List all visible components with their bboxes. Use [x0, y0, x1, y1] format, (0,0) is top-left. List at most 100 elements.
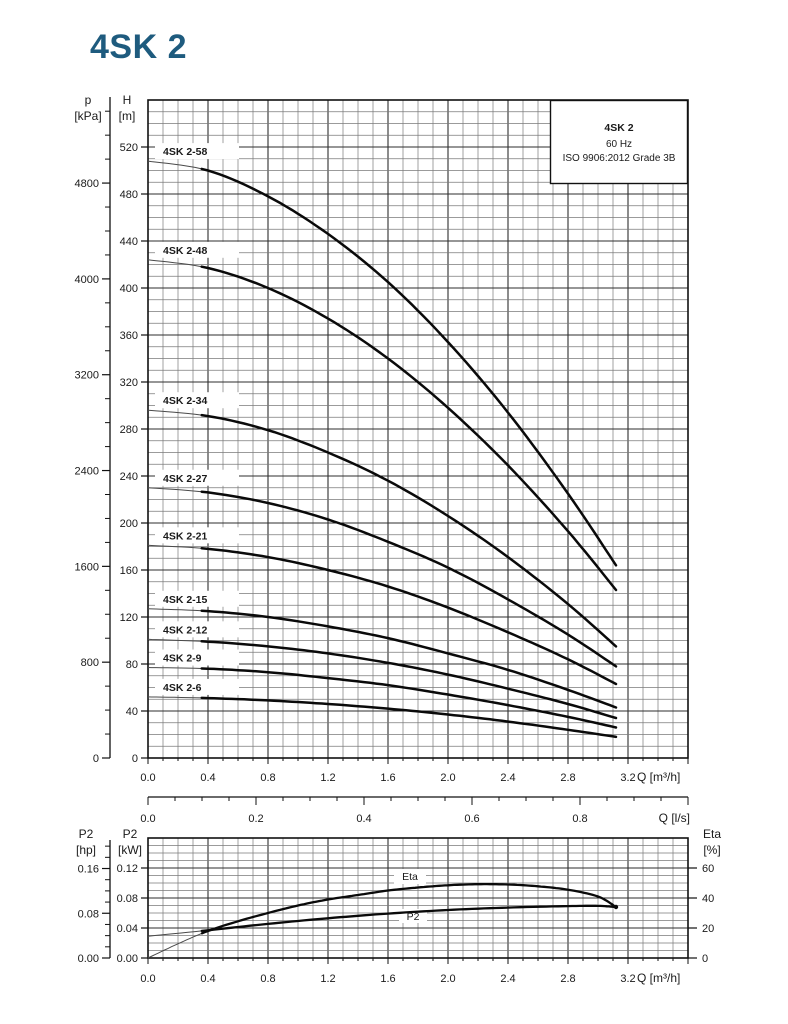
h-tick-label: 280	[120, 424, 138, 436]
ls-tick-label: 0.2	[248, 813, 263, 825]
legend-title: 4SK 2	[604, 122, 633, 134]
kpa-tick-label: 2400	[75, 466, 99, 478]
h-tick-label: 440	[120, 236, 138, 248]
ls-tick-label: 0.0	[140, 813, 155, 825]
p-axis-title: p	[85, 93, 92, 107]
x-tick-label: 1.2	[320, 772, 335, 784]
curve-label-box	[155, 392, 239, 409]
ls-tick-label: 0.4	[356, 813, 371, 825]
x-axis-title: Q [m³/h]	[637, 770, 680, 784]
h-tick-label: 200	[120, 518, 138, 530]
kw-axis-title: P2	[123, 827, 138, 841]
legend-standard: ISO 9906:2012 Grade 3B	[563, 153, 676, 164]
h-tick-label: 480	[120, 189, 138, 201]
curve-4SK-2-15	[200, 609, 618, 709]
hp-tick-label: 0.16	[78, 864, 99, 876]
ls-tick-label: 0.8	[572, 813, 587, 825]
eta-axis-title: Eta	[703, 827, 721, 841]
power-efficiency-chart: 0.0 0.4 0.8 1.2 1.6 2.0 2.4 2.8 3.2 Q [m³/h] 0.00 0…	[76, 827, 721, 985]
curve-4SK-2-34	[200, 413, 618, 648]
x-tick-label: 1.2	[320, 973, 335, 985]
x-tick-label: 2.4	[500, 973, 515, 985]
kw-tick-label: 0.00	[117, 953, 138, 965]
curve-thin-4SK-2-48	[147, 259, 202, 268]
legend-frequency: 60 Hz	[606, 139, 632, 150]
kpa-tick-label: 4800	[75, 178, 99, 190]
curve-label: 4SK 2-21	[163, 530, 208, 542]
curve-label-box	[155, 143, 239, 160]
curve-label-box	[155, 649, 239, 666]
x-tick-label: 2.0	[440, 973, 455, 985]
curve-label: 4SK 2-27	[163, 473, 208, 485]
kpa-tick-label: 1600	[75, 561, 99, 573]
curve-4SK-2-12	[200, 640, 618, 720]
curve-label: 4SK 2-9	[163, 653, 202, 665]
curve-label: 4SK 2-12	[163, 624, 208, 636]
p-axis-unit: [kPa]	[74, 109, 101, 123]
x-tick-label: 2.4	[500, 772, 515, 784]
h-tick-label: 320	[120, 377, 138, 389]
x-tick-label: 0.0	[140, 772, 155, 784]
eta-tick-label: 60	[702, 863, 714, 875]
kpa-tick-label: 4000	[75, 274, 99, 286]
kw-tick-label: 0.08	[117, 893, 138, 905]
kpa-tick-label: 0	[93, 753, 99, 765]
x-tick-label: 2.0	[440, 772, 455, 784]
curve-label-box	[155, 590, 239, 607]
curve-thin-4SK-2-12	[147, 638, 202, 642]
x-axis-title: Q [m³/h]	[637, 971, 680, 985]
curve-Eta	[200, 882, 618, 935]
x-tick-label: 1.6	[380, 973, 395, 985]
x-tick-label: 2.8	[560, 772, 575, 784]
curve-thin-Eta	[147, 932, 203, 959]
eta-tick-label: 20	[702, 923, 714, 935]
curve-label-box	[155, 241, 239, 258]
h-axis-unit: [m]	[119, 109, 136, 123]
ls-axis-title: Q [l/s]	[659, 811, 690, 825]
curve-thin-4SK-2-58	[147, 160, 202, 170]
curve-thin-4SK-2-21	[147, 544, 202, 549]
curve-label: 4SK 2-58	[163, 146, 208, 158]
head-chart: 0.0 0.4 0.8 1.2 1.6 2.0 2.4 2.8 3.2 Q [m³/h] 0 40 80…	[74, 93, 689, 784]
curve-thin-4SK-2-6	[147, 696, 202, 699]
curve-4SK-2-9	[200, 667, 618, 729]
curve-4SK-2-48	[200, 265, 618, 592]
h-tick-label: 80	[126, 659, 138, 671]
x-tick-label: 0.0	[140, 973, 155, 985]
page-title: 4SK 2	[90, 28, 187, 66]
kw-tick-label: 0.04	[117, 923, 138, 935]
eta-axis-unit: [%]	[703, 843, 720, 857]
x-tick-label: 0.8	[260, 772, 275, 784]
x-tick-label: 2.8	[560, 973, 575, 985]
curve-label-box	[155, 469, 239, 486]
h-tick-label: 360	[120, 330, 138, 342]
curve-label: 4SK 2-6	[163, 682, 202, 694]
curve-thin-4SK-2-15	[147, 608, 202, 612]
curve-label: 4SK 2-48	[163, 245, 208, 257]
ls-axis: 0.0 0.2 0.4 0.6 0.8 Q [l/s]	[140, 796, 690, 825]
curve-label: 4SK 2-15	[163, 594, 208, 606]
curve-thin-P2	[147, 930, 202, 937]
eta-curve-label: Eta	[402, 871, 418, 883]
hp-axis-unit: [hp]	[76, 843, 96, 857]
eta-label-box	[394, 869, 426, 884]
h-tick-label: 120	[120, 612, 138, 624]
hp-tick-label: 0.08	[78, 908, 99, 920]
legend-box: 4SK 2 60 Hz ISO 9906:2012 Grade 3B	[549, 99, 689, 185]
x-tick-label: 3.2	[620, 973, 635, 985]
h-tick-label: 520	[120, 142, 138, 154]
eta-tick-label: 40	[702, 893, 714, 905]
curve-thin-4SK-2-34	[147, 409, 202, 416]
p2-curve-label: P2	[407, 911, 420, 923]
curve-label-box	[155, 621, 239, 638]
kw-tick-label: 0.12	[117, 863, 138, 875]
h-tick-label: 0	[132, 753, 138, 765]
h-axis-title: H	[123, 93, 132, 107]
hp-axis-title: P2	[79, 827, 94, 841]
curve-end-dot	[613, 904, 619, 910]
x-tick-label: 3.2	[620, 772, 635, 784]
kw-axis-unit: [kW]	[118, 843, 142, 857]
x-tick-label: 1.6	[380, 772, 395, 784]
x-tick-label: 0.4	[200, 973, 215, 985]
